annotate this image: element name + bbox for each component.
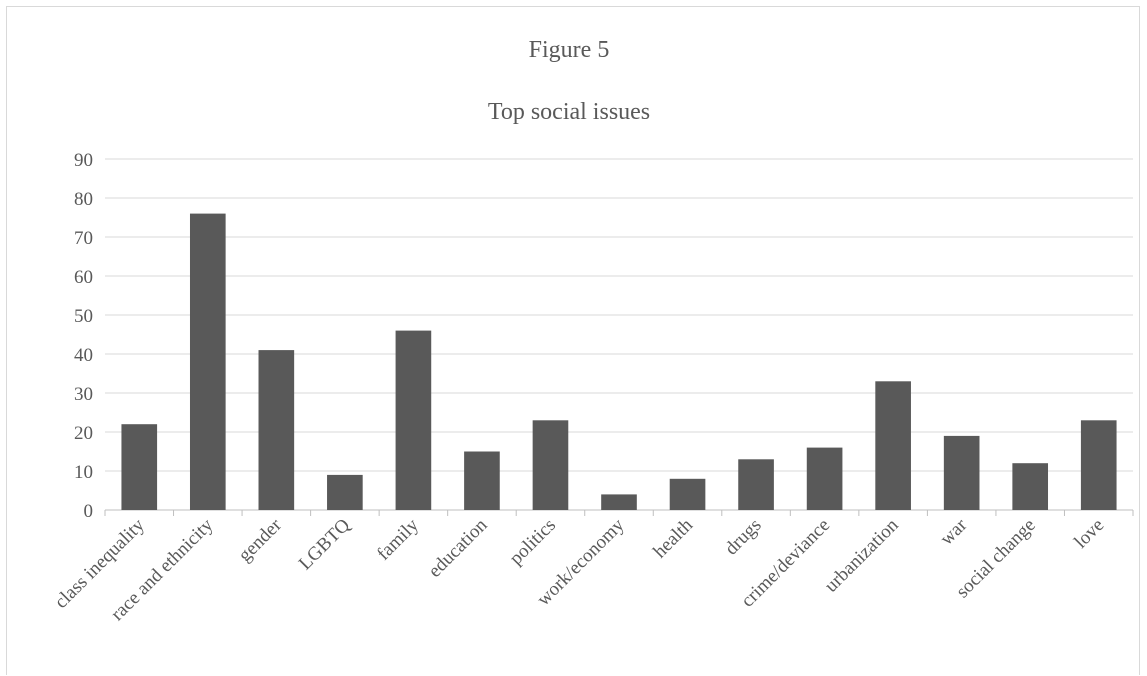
y-tick-label: 80	[74, 189, 93, 210]
y-tick-label: 70	[74, 228, 93, 249]
bar	[189, 213, 226, 510]
bar	[395, 330, 432, 510]
x-category-label: urbanization	[821, 514, 903, 596]
y-tick-label: 30	[74, 384, 93, 405]
bar	[806, 447, 843, 510]
x-category-label: politics	[506, 515, 560, 569]
bars	[121, 213, 1117, 510]
bar	[327, 474, 363, 510]
x-category-label: education	[424, 514, 491, 581]
bar	[601, 494, 637, 510]
bar-chart: Figure 5 Top social issues 0 10 20 30 40 50 60…	[51, 37, 1134, 625]
y-tick-label: 10	[74, 462, 93, 483]
bar	[258, 350, 295, 510]
y-tick-label: 20	[74, 423, 93, 444]
chart-frame: Figure 5 Top social issues 0 10 20 30 40 50 60…	[6, 6, 1140, 675]
y-tick-label: 60	[74, 267, 93, 288]
y-tick-label: 40	[74, 345, 93, 366]
bar	[532, 420, 569, 510]
bar	[669, 478, 706, 510]
bar	[943, 435, 980, 510]
bar	[464, 451, 500, 510]
bar	[121, 424, 158, 510]
y-axis: 0 10 20 30 40 50 60 70 80 90	[74, 150, 93, 522]
y-tick-label: 50	[74, 306, 93, 327]
chart-subtitle: Top social issues	[488, 99, 650, 125]
x-category-label: LGBTQ	[295, 514, 355, 574]
bar	[1012, 463, 1049, 510]
x-category-label: health	[649, 514, 697, 562]
y-tick-label: 90	[74, 150, 93, 171]
bar	[738, 459, 774, 510]
bar	[875, 381, 911, 510]
y-tick-label: 0	[84, 501, 94, 522]
bar	[1080, 420, 1117, 510]
chart-title: Figure 5	[529, 37, 610, 63]
x-category-label: love	[1070, 515, 1108, 553]
x-category-label: family	[373, 514, 423, 564]
x-category-label: drugs	[721, 515, 766, 560]
x-category-label: war	[936, 514, 971, 549]
x-category-label: gender	[234, 514, 286, 566]
